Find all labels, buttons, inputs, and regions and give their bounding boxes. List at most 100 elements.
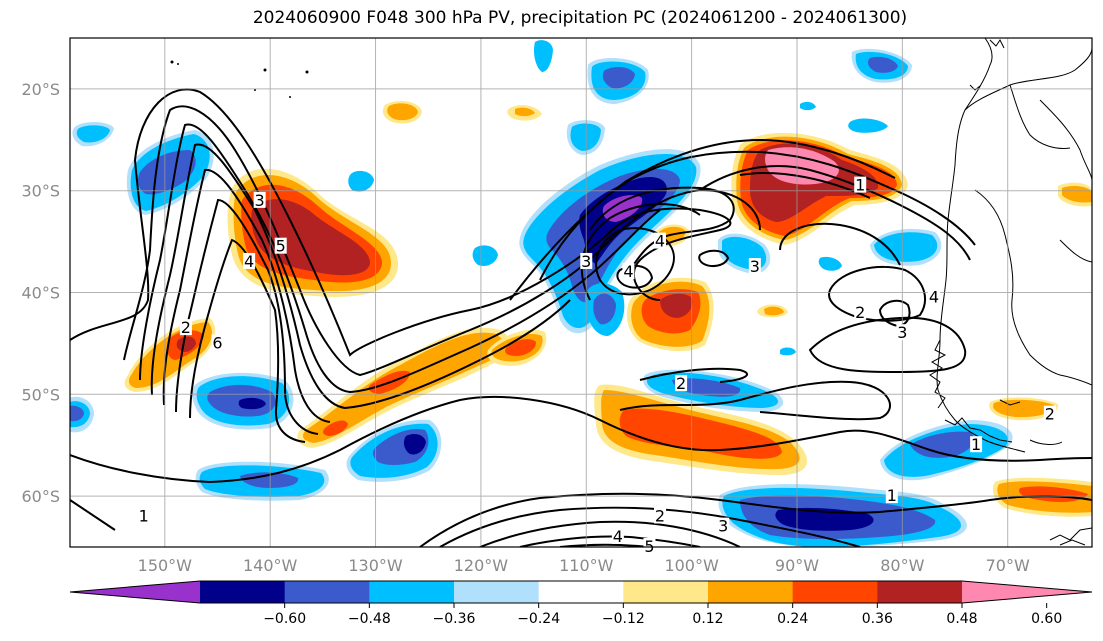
contour-label-bg [927,288,940,305]
contour-label: 1 [887,486,897,505]
pv-contour-line [828,266,926,322]
coastline-path [974,189,1092,386]
anomaly-blob [818,256,842,271]
anomaly-blob [403,434,426,455]
colorbar-segment [538,581,624,603]
island [289,96,291,98]
colorbar-segment [792,581,878,603]
anomaly-blob [874,232,938,262]
contour-label-bg [580,252,593,269]
anomaly-blob [70,405,84,422]
contour-label: 3 [581,252,591,271]
colorbar-tick-label: −0.12 [602,611,645,627]
pv-contour-line [808,316,967,374]
contour-label: 2 [676,374,686,393]
island [305,70,309,74]
contour-label: 4 [655,232,665,251]
coastline-path [1029,439,1063,445]
contour-label-bg [611,527,624,544]
coastline-path [1009,84,1071,149]
anomaly-blob [387,103,418,121]
contour-label: 3 [897,323,907,342]
grid-lines [70,38,1092,547]
colorbar-tick-label: −0.48 [348,611,391,627]
contour-label-bg [274,237,287,254]
contour-label-bg [896,324,909,341]
pv-contours [70,88,1092,547]
coastline-path [989,39,1005,49]
contour-label: 3 [750,257,760,276]
coastline-path [936,38,1026,453]
contour-label-bg [654,232,667,249]
coastline-path [1039,99,1092,181]
contour-label-bg [654,507,667,524]
x-tick-label: 140°W [243,556,298,575]
colorbar-segment [369,581,455,603]
colorbar-tick-label: −0.60 [263,611,306,627]
pv-contour-line [779,222,901,266]
y-tick-label: 40°S [21,284,60,303]
pv-contour-line [639,367,748,383]
contour-label: 2 [1045,405,1055,424]
coastline-path [964,47,1092,111]
y-tick-labels: 20°S 30°S 40°S 50°S 60°S [21,80,60,506]
coastline [929,38,1092,546]
pv-contour-line [150,143,571,410]
colorbar-segment [284,581,370,603]
x-tick-label: 80°W [880,556,924,575]
contour-label-bg [748,258,761,275]
contour-label-bg [717,517,730,534]
pv-contour-line [699,165,971,261]
x-tick-label: 70°W [986,556,1030,575]
contour-label-bg [137,507,150,524]
contour-label: 2 [655,506,665,525]
pv-contour-line [519,535,701,547]
contour-label: 6 [212,333,222,352]
colorbar-tick-label: 0.12 [692,611,723,627]
colorbar-outline [69,580,1093,604]
contour-label: 4 [929,288,939,307]
anomaly-blob [672,378,741,397]
contour-label: 4 [244,252,254,271]
anomaly-blob [764,306,784,316]
island [263,68,267,72]
anomaly-blob [780,347,796,356]
anomaly-blob [619,408,782,459]
contour-label: 1 [139,506,149,525]
contour-label: 3 [255,191,265,210]
x-tick-label: 130°W [348,556,403,575]
pv-contour-line [595,227,675,296]
pv-contour-line [70,499,116,531]
contour-label: 5 [276,237,286,256]
colorbar-segment [877,581,963,603]
contour-label-bg [854,303,867,320]
contour-label-bg [970,436,983,453]
x-tick-label: 100°W [664,556,719,575]
anomaly-blob [138,150,196,195]
anomaly-blob [515,107,535,117]
coastline-path [1059,539,1086,546]
contour-label-bg [253,191,266,208]
pv-contour-line [70,88,732,357]
x-tick-label: 90°W [775,556,819,575]
anomaly-blob [533,40,553,72]
pv-contour-line [616,264,654,289]
colorbar-segment [454,581,540,603]
anomaly-blob [570,123,601,151]
x-tick-label: 120°W [454,556,509,575]
contour-label-bg [643,538,656,554]
colorbar-tick-label: 0.60 [1031,611,1062,627]
contour-label: 4 [623,262,633,281]
colorbar-tick-label: −0.24 [517,611,560,627]
contour-label-bg [885,487,898,504]
y-tick-label: 30°S [21,182,60,201]
island [254,89,256,91]
contour-label: 4 [613,527,623,546]
colorbar-tick-label: 0.24 [777,611,808,627]
contour-label: 2 [181,318,191,337]
contour-label-bg [1043,405,1056,422]
anomaly-blob [1062,186,1092,203]
anomaly-blob [593,293,616,325]
